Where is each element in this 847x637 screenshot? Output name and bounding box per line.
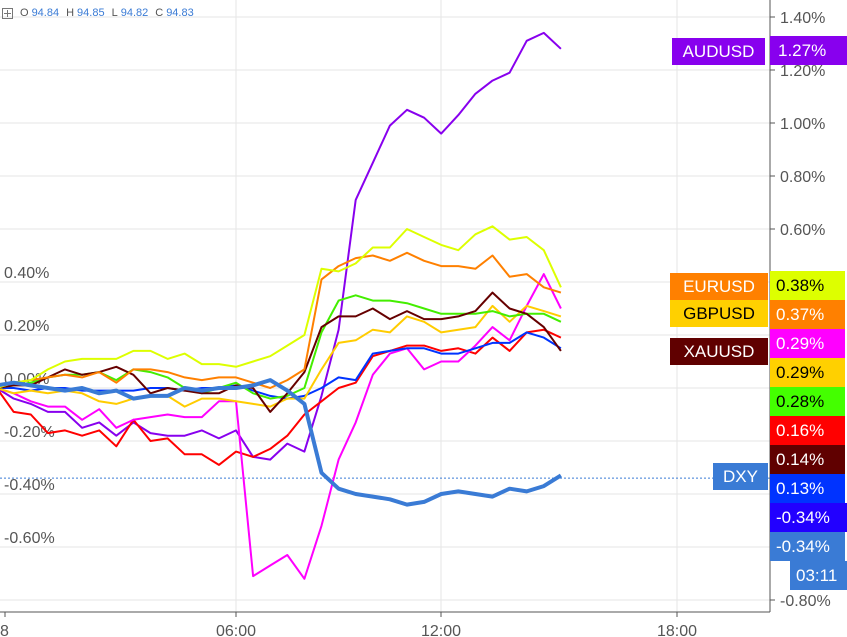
time-countdown-badge: 03:11: [790, 561, 847, 590]
x-tick-label: 06:00: [216, 623, 256, 637]
y-tick-label: 0.60%: [780, 222, 825, 239]
close-label: C: [155, 7, 164, 19]
y-tick-label: 1.40%: [780, 10, 825, 27]
close-value: 94.83: [166, 7, 194, 19]
y-tick-label: 0.80%: [780, 169, 825, 186]
series-line-eurusd: [0, 251, 562, 389]
x-tick-label: 8: [0, 623, 9, 637]
y-tick-label: 0.40%: [4, 265, 49, 282]
value-badge: 1.27%: [770, 36, 847, 65]
series-name-label: DXY: [713, 463, 768, 490]
open-value: 94.84: [31, 7, 60, 19]
y-tick-label: 0.20%: [4, 318, 49, 335]
low-label: L: [111, 7, 118, 19]
low-value: 94.82: [120, 7, 149, 19]
y-tick-label: -0.40%: [4, 477, 55, 494]
high-value: 94.85: [77, 7, 105, 19]
y-tick-label: -0.60%: [4, 530, 55, 547]
series-name-label: AUDUSD: [672, 38, 765, 65]
value-badge: -0.34%: [770, 503, 847, 532]
series-line-dxy: [0, 378, 562, 507]
y-tick-label: 1.20%: [780, 63, 825, 80]
value-badge: 0.16%: [770, 416, 845, 445]
value-badge: 0.13%: [770, 474, 845, 503]
x-tick-label: 12:00: [421, 623, 461, 637]
value-badge: 0.29%: [770, 329, 845, 358]
y-tick-label: -0.20%: [4, 424, 55, 441]
open-label: O: [20, 7, 29, 19]
series-name-label: EURUSD: [670, 273, 768, 300]
value-badge: -0.34%: [770, 532, 845, 561]
x-tick-label: 18:00: [657, 623, 697, 637]
value-badge: 0.38%: [770, 271, 845, 300]
series-line-series-2: [0, 273, 562, 580]
y-tick-label: 1.00%: [780, 116, 825, 133]
high-label: H: [66, 7, 75, 19]
series-line-xauusd: [0, 291, 562, 413]
series-line-series-8: [0, 225, 562, 388]
expand-icon[interactable]: [2, 7, 13, 19]
series-name-label: GBPUSD: [670, 300, 768, 327]
value-badge: 0.14%: [770, 445, 845, 474]
value-badge: 0.28%: [770, 387, 845, 416]
series-name-label: XAUUSD: [670, 338, 768, 365]
value-badge: 0.29%: [770, 358, 845, 387]
value-badge: 0.37%: [770, 300, 845, 329]
ohlc-legend: O 94.84 H 94.85 L 94.82 C 94.83: [2, 7, 198, 19]
series-line-audusd: [0, 31, 562, 461]
y-tick-label: -0.80%: [780, 593, 831, 610]
